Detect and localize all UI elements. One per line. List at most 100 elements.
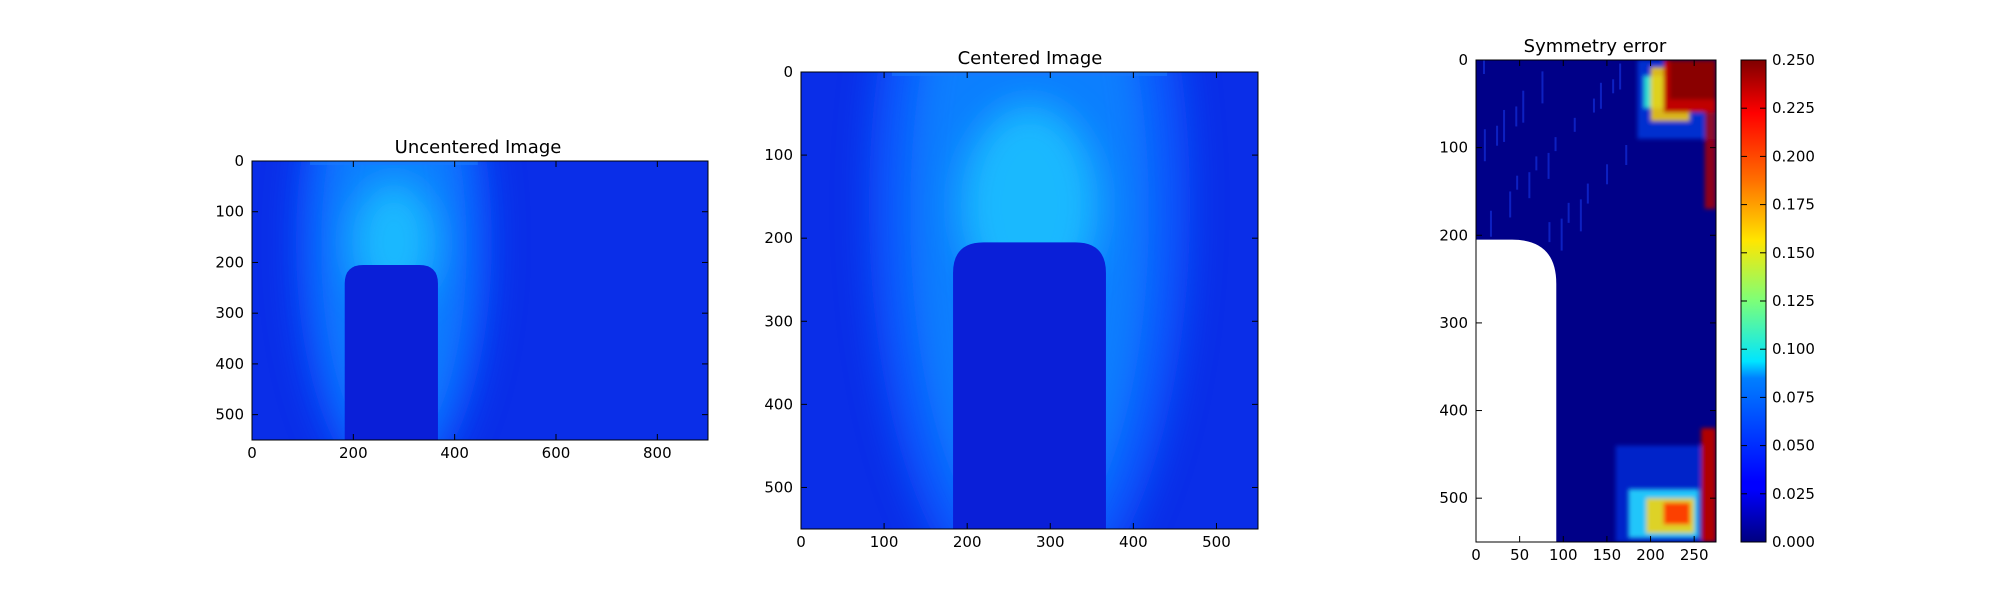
panel-title: Centered Image [958, 48, 1103, 69]
x-tick-label: 500 [1202, 533, 1231, 551]
heatmap-arch [953, 242, 1106, 529]
noise-streak [1509, 191, 1512, 218]
noise-streak [1503, 109, 1506, 142]
x-tick-label: 0 [1471, 546, 1481, 564]
y-tick-label: 100 [1439, 139, 1468, 157]
noise-streak [1592, 98, 1595, 113]
y-axis: 0 100 200 300 400 500 [215, 152, 708, 424]
x-tick-label: 400 [1119, 533, 1148, 551]
y-tick-label: 0 [1458, 51, 1468, 69]
noise-streak [1496, 125, 1499, 146]
noise-streak [1528, 172, 1531, 199]
y-tick-label: 200 [764, 229, 793, 247]
heatmap-image [801, 72, 1258, 529]
x-tick-label: 400 [440, 444, 469, 462]
noise-streak [1516, 175, 1519, 190]
noise-streak [1573, 117, 1576, 132]
y-tick-label: 200 [1439, 226, 1468, 244]
x-tick-label: 0 [247, 444, 257, 462]
y-tick-label: 400 [764, 395, 793, 413]
y-tick-label: 500 [764, 478, 793, 496]
x-axis: 0 200 400 600 800 [247, 161, 672, 462]
colorbar-tick-label: 0.000 [1772, 533, 1815, 551]
panel-centered: Centered Image 0 100 200 300 400 500 0 100 200 3… [764, 48, 1259, 551]
colorbar-tick-label: 0.100 [1772, 340, 1815, 358]
noise-streak [1567, 202, 1570, 223]
colorbar-tick-label: 0.025 [1772, 485, 1815, 503]
high-error-top [1637, 60, 1716, 209]
y-tick-label: 500 [1439, 489, 1468, 507]
panel-title: Uncentered Image [395, 137, 562, 158]
error-band [1701, 428, 1716, 542]
x-tick-label: 100 [870, 533, 899, 551]
plot-frame [251, 160, 709, 441]
x-tick-label: 800 [643, 444, 672, 462]
x-tick-label: 150 [1593, 546, 1622, 564]
colorbar-axis: 0.250 0.225 0.200 0.175 0.150 0.125 0.100 0.075… [1741, 51, 1815, 551]
y-axis: 0 100 200 300 400 500 [1439, 51, 1716, 507]
heatmap-arch [344, 264, 438, 440]
x-tick-label: 100 [1549, 546, 1578, 564]
x-axis: 0 100 200 300 400 500 [796, 72, 1231, 551]
colorbar-tick-label: 0.150 [1772, 244, 1815, 262]
blank-region [1476, 239, 1557, 542]
heatmap-image [252, 161, 708, 440]
noise-streak [1541, 71, 1544, 104]
noise-streak [1522, 90, 1525, 123]
noise-streak [1612, 79, 1615, 94]
colorbar-tick-label: 0.225 [1772, 99, 1815, 117]
x-tick-label: 0 [796, 533, 806, 551]
x-tick-label: 300 [1036, 533, 1065, 551]
colorbar-tick-label: 0.200 [1772, 147, 1815, 165]
panel-symmetry-error: Symmetry error 0 50 100 150 200 250 0 100 200 30… [1439, 36, 1717, 564]
noise-streak [1515, 106, 1518, 127]
error-band [1669, 60, 1716, 100]
x-tick-label: 200 [1636, 546, 1665, 564]
colorbar-tick-label: 0.050 [1772, 437, 1815, 455]
y-tick-label: 0 [783, 63, 793, 81]
heatmap-top-fringe [891, 72, 1168, 76]
plot-frame [800, 71, 1259, 530]
panel-title: Symmetry error [1524, 36, 1667, 57]
y-tick-label: 300 [215, 304, 244, 322]
x-tick-label: 600 [542, 444, 571, 462]
y-axis: 0 100 200 300 400 500 [764, 63, 1258, 496]
plot-frame [1475, 59, 1717, 543]
heatmap-top-fringe [309, 161, 478, 165]
noise-streak [1548, 222, 1551, 243]
x-tick-label: 50 [1510, 546, 1529, 564]
noise-streak [1560, 218, 1563, 251]
noise-streak [1535, 156, 1538, 171]
noise-streak [1625, 145, 1628, 166]
colorbar: 0.250 0.225 0.200 0.175 0.150 0.125 0.100 0.075… [1740, 51, 1815, 551]
error-band [1704, 112, 1716, 209]
x-tick-label: 200 [339, 444, 368, 462]
y-tick-label: 500 [215, 406, 244, 424]
error-band [1663, 502, 1690, 525]
noise-streak [1483, 129, 1486, 162]
x-tick-label: 200 [953, 533, 982, 551]
y-tick-label: 100 [764, 146, 793, 164]
high-error-bottom [1615, 428, 1716, 542]
noise-streak [1619, 63, 1622, 90]
noise-streak [1586, 183, 1589, 204]
noise-streak [1579, 199, 1582, 232]
y-tick-label: 400 [215, 355, 244, 373]
y-tick-label: 200 [215, 253, 244, 271]
y-tick-label: 400 [1439, 402, 1468, 420]
heatmap-image [1476, 60, 1716, 542]
noise-streak [1606, 164, 1609, 185]
noise-streak [1489, 210, 1492, 237]
noise-streak [1547, 152, 1550, 179]
colorbar-tick-label: 0.250 [1772, 51, 1815, 69]
y-tick-label: 100 [215, 203, 244, 221]
x-tick-label: 250 [1680, 546, 1709, 564]
noise-streak [1482, 60, 1485, 74]
x-axis: 0 50 100 150 200 250 [1471, 60, 1709, 564]
y-tick-label: 300 [1439, 314, 1468, 332]
panel-uncentered: Uncentered Image 0 200 400 600 800 0 100 200 30… [215, 137, 709, 462]
colorbar-tick-label: 0.075 [1772, 388, 1815, 406]
y-tick-label: 300 [764, 312, 793, 330]
noise-streak [1599, 82, 1602, 109]
